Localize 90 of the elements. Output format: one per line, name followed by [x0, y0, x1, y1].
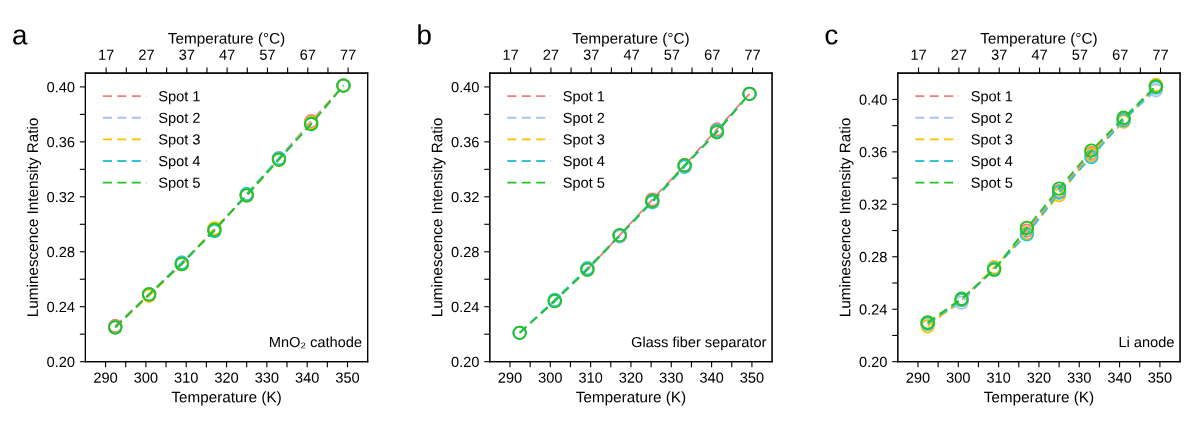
- x2-axis-title: Temperature (°C): [572, 32, 689, 47]
- y-tick-label: 0.40: [859, 94, 887, 105]
- y-tick-label: 0.24: [451, 301, 479, 313]
- x-tick-label: 330: [1067, 372, 1091, 383]
- x2-tick-label: 17: [503, 49, 518, 60]
- legend-label: Spot 4: [158, 155, 201, 170]
- x2-tick-label: 67: [1112, 49, 1128, 60]
- x2-tick-label: 77: [340, 49, 356, 60]
- annotation: Li anode: [1119, 336, 1174, 348]
- legend-label: Spot 4: [971, 155, 1013, 170]
- x2-tick-label: 67: [704, 49, 720, 60]
- legend-label: Spot 2: [971, 112, 1013, 126]
- x2-axis-title: Temperature (°C): [980, 32, 1097, 47]
- y-axis-title: Luminescence Intensity Ratio: [26, 118, 42, 316]
- y-axis-title: Luminescence Intensity Ratio: [431, 118, 446, 316]
- y-tick-label: 0.36: [47, 136, 75, 148]
- x2-tick-label: 37: [583, 49, 599, 60]
- legend-label: Spot 4: [563, 155, 605, 170]
- legend-label: Spot 3: [158, 134, 200, 148]
- y-tick-label: 0.32: [859, 199, 887, 210]
- x-tick-label: 350: [335, 372, 360, 383]
- x-tick-label: 320: [1027, 372, 1051, 383]
- legend-label: Spot 3: [563, 134, 605, 148]
- chart-title: a: [13, 29, 28, 45]
- y-tick-label: 0.20: [451, 356, 479, 368]
- x-tick-label: 290: [906, 372, 930, 383]
- annotation: Glass fiber separator: [631, 336, 767, 351]
- y-tick-label: 0.24: [859, 304, 887, 315]
- x2-tick-label: 27: [543, 49, 559, 60]
- x-axis-title: Temperature (K): [171, 391, 281, 406]
- x-tick-label: 350: [1148, 372, 1172, 383]
- x-tick-label: 340: [295, 372, 319, 383]
- y-tick-label: 0.32: [47, 191, 75, 203]
- x2-tick-label: 77: [745, 49, 760, 60]
- x-tick-label: 300: [134, 372, 158, 383]
- legend-label: Spot 3: [971, 134, 1013, 148]
- y-tick-label: 0.32: [451, 191, 479, 203]
- x2-tick-label: 37: [179, 49, 195, 60]
- legend-label: Spot 2: [563, 112, 605, 126]
- y-tick-label: 0.28: [47, 246, 75, 258]
- x2-tick-label: 57: [1072, 49, 1088, 60]
- legend-label: Spot 5: [971, 177, 1013, 191]
- x2-axis-title: Temperature (°C): [168, 32, 285, 47]
- x-axis-title: Temperature (K): [576, 391, 686, 406]
- x2-tick-label: 17: [911, 49, 926, 60]
- y-tick-label: 0.24: [47, 301, 75, 313]
- x2-tick-label: 57: [259, 49, 275, 60]
- x2-tick-label: 67: [300, 49, 316, 60]
- x2-tick-label: 47: [623, 49, 639, 60]
- x-tick-label: 330: [255, 372, 279, 383]
- legend-label: Spot 1: [563, 91, 605, 105]
- x2-tick-label: 57: [664, 49, 680, 60]
- x2-tick-label: 47: [219, 49, 235, 60]
- x-tick-label: 320: [214, 372, 239, 383]
- legend-label: Spot 1: [158, 91, 200, 105]
- x-tick-label: 330: [659, 372, 683, 383]
- x2-tick-label: 77: [1153, 49, 1168, 60]
- x2-tick-label: 47: [1031, 49, 1047, 60]
- legend-label: Spot 5: [158, 177, 200, 191]
- x-tick-label: 340: [1107, 372, 1132, 383]
- y-tick-label: 0.28: [859, 251, 887, 263]
- x-tick-label: 300: [946, 372, 970, 383]
- x-tick-label: 310: [987, 372, 1011, 383]
- x-tick-label: 350: [740, 372, 764, 383]
- x-tick-label: 340: [699, 372, 724, 383]
- y-tick-label: 0.40: [451, 82, 479, 93]
- x-tick-label: 310: [579, 372, 603, 383]
- x-axis-title: Temperature (K): [984, 391, 1094, 406]
- x-tick-label: 320: [619, 372, 643, 383]
- x-tick-label: 290: [498, 372, 522, 383]
- x2-tick-label: 37: [991, 49, 1007, 60]
- y-tick-label: 0.20: [47, 356, 75, 368]
- chart-title: b: [418, 24, 431, 45]
- x-tick-label: 290: [94, 372, 118, 383]
- annotation: MnO₂ cathode: [270, 336, 362, 349]
- legend-label: Spot 5: [563, 177, 605, 191]
- y-tick-label: 0.36: [859, 146, 887, 158]
- x2-tick-label: 27: [951, 49, 967, 60]
- y-tick-label: 0.40: [47, 82, 75, 93]
- chart-title: c: [825, 29, 838, 45]
- legend-label: Spot 1: [971, 91, 1013, 105]
- y-tick-label: 0.28: [451, 246, 479, 258]
- x-tick-label: 300: [538, 372, 562, 383]
- legend-label: Spot 2: [158, 112, 200, 126]
- y-tick-label: 0.36: [451, 136, 479, 148]
- y-axis-title: Luminescence Intensity Ratio: [839, 118, 854, 316]
- x-tick-label: 310: [174, 372, 198, 383]
- x2-tick-label: 17: [99, 49, 114, 60]
- x2-tick-label: 27: [139, 49, 154, 60]
- y-tick-label: 0.20: [859, 356, 887, 368]
